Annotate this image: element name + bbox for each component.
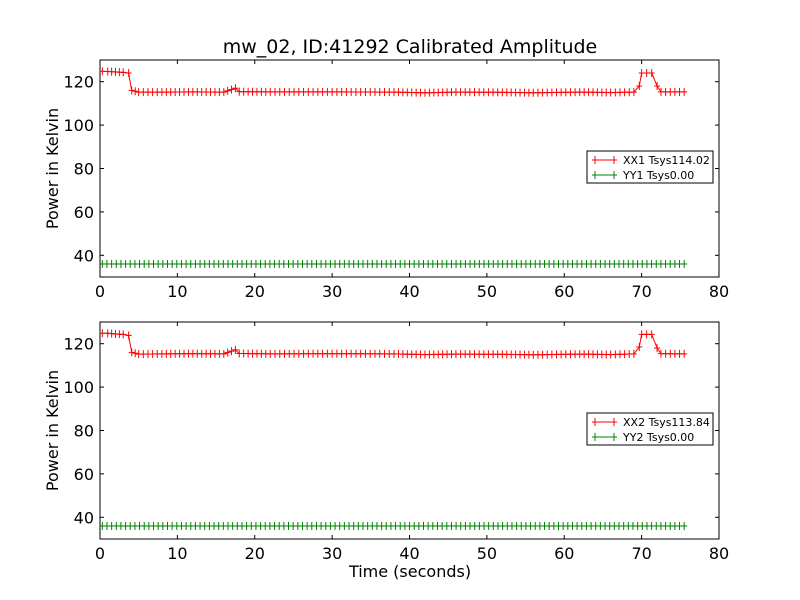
x-tick-label: 0 — [95, 544, 105, 563]
y-tick-label: 80 — [74, 160, 94, 179]
y-tick-label: 40 — [74, 508, 94, 527]
x-tick-label: 60 — [554, 282, 574, 301]
y-tick-label: 60 — [74, 203, 94, 222]
x-tick-label: 70 — [631, 544, 651, 563]
chart-title: mw_02, ID:41292 Calibrated Amplitude — [223, 36, 598, 58]
legend-box — [586, 412, 714, 446]
series-markers — [99, 67, 688, 97]
x-tick-label: 0 — [95, 282, 105, 301]
x-tick-label: 40 — [399, 544, 419, 563]
y-tick-label: 60 — [74, 465, 94, 484]
x-tick-label: 20 — [245, 282, 265, 301]
y-tick-label: 40 — [74, 246, 94, 265]
x-tick-label: 80 — [709, 544, 729, 563]
x-tick-label: 40 — [399, 282, 419, 301]
y-tick-label: 80 — [74, 422, 94, 441]
y-axis-label: Power in Kelvin — [43, 370, 62, 491]
y-tick-label: 100 — [63, 116, 94, 135]
x-tick-label: 10 — [167, 544, 187, 563]
legend-box — [586, 150, 714, 184]
y-tick-label: 100 — [63, 378, 94, 397]
x-tick-label: 60 — [554, 544, 574, 563]
x-axis-label: Time (seconds) — [348, 562, 471, 581]
series-markers — [99, 521, 688, 530]
x-tick-label: 50 — [477, 544, 497, 563]
x-tick-label: 10 — [167, 282, 187, 301]
legend-label: XX2 Tsys113.84 — [623, 416, 710, 429]
series-markers — [99, 329, 688, 359]
x-tick-label: 50 — [477, 282, 497, 301]
y-tick-label: 120 — [63, 73, 94, 92]
legend-label: YY1 Tsys0.00 — [622, 169, 694, 182]
x-tick-label: 70 — [631, 282, 651, 301]
x-tick-label: 30 — [322, 544, 342, 563]
y-axis-label: Power in Kelvin — [43, 108, 62, 229]
series-markers — [99, 259, 688, 268]
x-tick-label: 80 — [709, 282, 729, 301]
legend-label: XX1 Tsys114.02 — [623, 154, 710, 167]
y-tick-label: 120 — [63, 335, 94, 354]
legend-label: YY2 Tsys0.00 — [622, 431, 694, 444]
x-tick-label: 20 — [245, 544, 265, 563]
x-tick-label: 30 — [322, 282, 342, 301]
